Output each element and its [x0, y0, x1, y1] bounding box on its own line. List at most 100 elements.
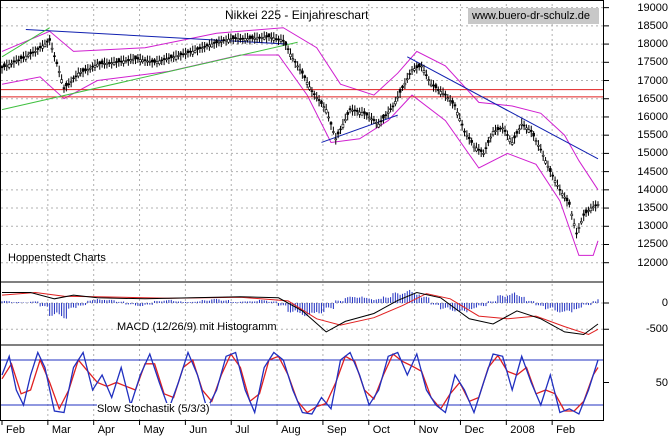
price-bar-body [38, 46, 42, 49]
price-bar-body [124, 60, 128, 62]
watermark-background [468, 8, 599, 24]
price-bar-body [506, 134, 509, 136]
price-bar-body [24, 55, 28, 60]
price-bar-body [91, 65, 94, 68]
price-bar-body [143, 59, 147, 61]
price-bar-body [127, 59, 130, 61]
price-bar-body [205, 44, 209, 47]
price-bar-body [222, 39, 226, 41]
price-bar-body [57, 71, 61, 73]
price-bar-body [50, 47, 54, 50]
price-bar-body [439, 91, 442, 95]
price-bar-body [551, 174, 555, 177]
price-bar-body [487, 140, 490, 143]
price-bar-body [255, 37, 259, 40]
price-bar-body [5, 65, 9, 67]
price-bar-body [558, 189, 562, 191]
price-bar-body [441, 92, 445, 95]
price-bar-body [231, 35, 235, 39]
price-bar-body [241, 37, 245, 40]
macd-signal-line [1, 291, 599, 336]
price-bar-body [103, 63, 106, 65]
price-bar-body [224, 39, 228, 42]
price-bar-body [367, 116, 371, 119]
price-bar-body [596, 204, 600, 206]
price-bar-body [568, 201, 571, 205]
price-bar-body [148, 61, 152, 63]
price-bar-body [472, 145, 476, 149]
price-bar-body [150, 59, 154, 63]
price-bar-body [43, 43, 47, 47]
price-bar-body [391, 105, 395, 108]
price-bar-body [343, 119, 347, 122]
month-label: Nov [418, 424, 439, 436]
price-bar-body [253, 37, 257, 40]
price-bar-body [549, 168, 552, 172]
price-bar-body [467, 136, 471, 140]
stochastic-label: Slow Stochastik (5/3/3) [97, 403, 210, 416]
price-bar-body [210, 43, 214, 48]
price-bar-body [386, 111, 390, 114]
price-bar-body [69, 81, 73, 83]
price-bar-body [532, 132, 535, 137]
price-bar-body [396, 96, 400, 99]
price-bar-body [167, 57, 171, 59]
price-bar-body [215, 39, 218, 44]
price-bar-body [17, 59, 20, 62]
month-label: Jun [189, 424, 208, 436]
price-bar-body [262, 36, 266, 40]
price-bar-body [491, 131, 495, 136]
price-bar-body [136, 57, 140, 60]
price-bar-body [594, 204, 597, 207]
month-label: 2008 [510, 424, 535, 436]
price-bar-body [589, 207, 593, 212]
price-bar-body [389, 108, 392, 110]
macd-axis-label: -500 [645, 323, 668, 336]
price-bar-body [29, 51, 32, 55]
price-bar-body [358, 111, 361, 115]
price-bar-body [26, 54, 30, 57]
price-bar-body [55, 61, 59, 64]
price-bar-body [537, 144, 540, 147]
price-bar-body [405, 78, 409, 80]
price-bar-body [365, 112, 369, 116]
price-bar-body [420, 65, 423, 68]
price-bar-body [458, 118, 462, 122]
price-axis-label: 18000 [637, 38, 668, 51]
price-bar-body [582, 213, 585, 216]
price-bar-body [534, 140, 538, 142]
price-bar-body [293, 61, 297, 63]
price-bar-body [541, 154, 545, 157]
price-bar-body [572, 223, 576, 226]
price-bar-body [270, 37, 273, 39]
trendline-downtrend-top-left [25, 29, 289, 45]
price-bar-body [301, 70, 304, 74]
price-bar-body [100, 60, 104, 64]
price-bar-body [115, 61, 118, 63]
price-bar-body [138, 59, 142, 63]
trendline-august-support [321, 114, 398, 143]
price-bar-body [448, 100, 452, 102]
source-label: Hoppenstedt Charts [8, 252, 106, 264]
month-label: Feb [6, 424, 25, 436]
price-bar-body [110, 62, 113, 65]
price-bar-body [580, 221, 583, 224]
month-label: Jul [235, 424, 250, 436]
month-label: Dec [464, 424, 485, 436]
price-axis-label: 13500 [637, 202, 668, 215]
price-bar-body [212, 42, 216, 44]
price-bar-body [408, 73, 411, 75]
price-axis-label: 17500 [637, 56, 668, 69]
price-bar-body [162, 58, 166, 60]
price-bar-body [434, 84, 438, 89]
price-bar-body [153, 59, 156, 63]
price-bar-body [81, 68, 85, 72]
price-bar-body [248, 35, 252, 39]
price-bar-body [522, 124, 526, 127]
price-bar-body [12, 60, 16, 63]
price-bar-body [508, 138, 512, 142]
price-bar-body [308, 86, 311, 90]
price-bar-body [179, 52, 183, 56]
price-bar-body [48, 38, 51, 41]
